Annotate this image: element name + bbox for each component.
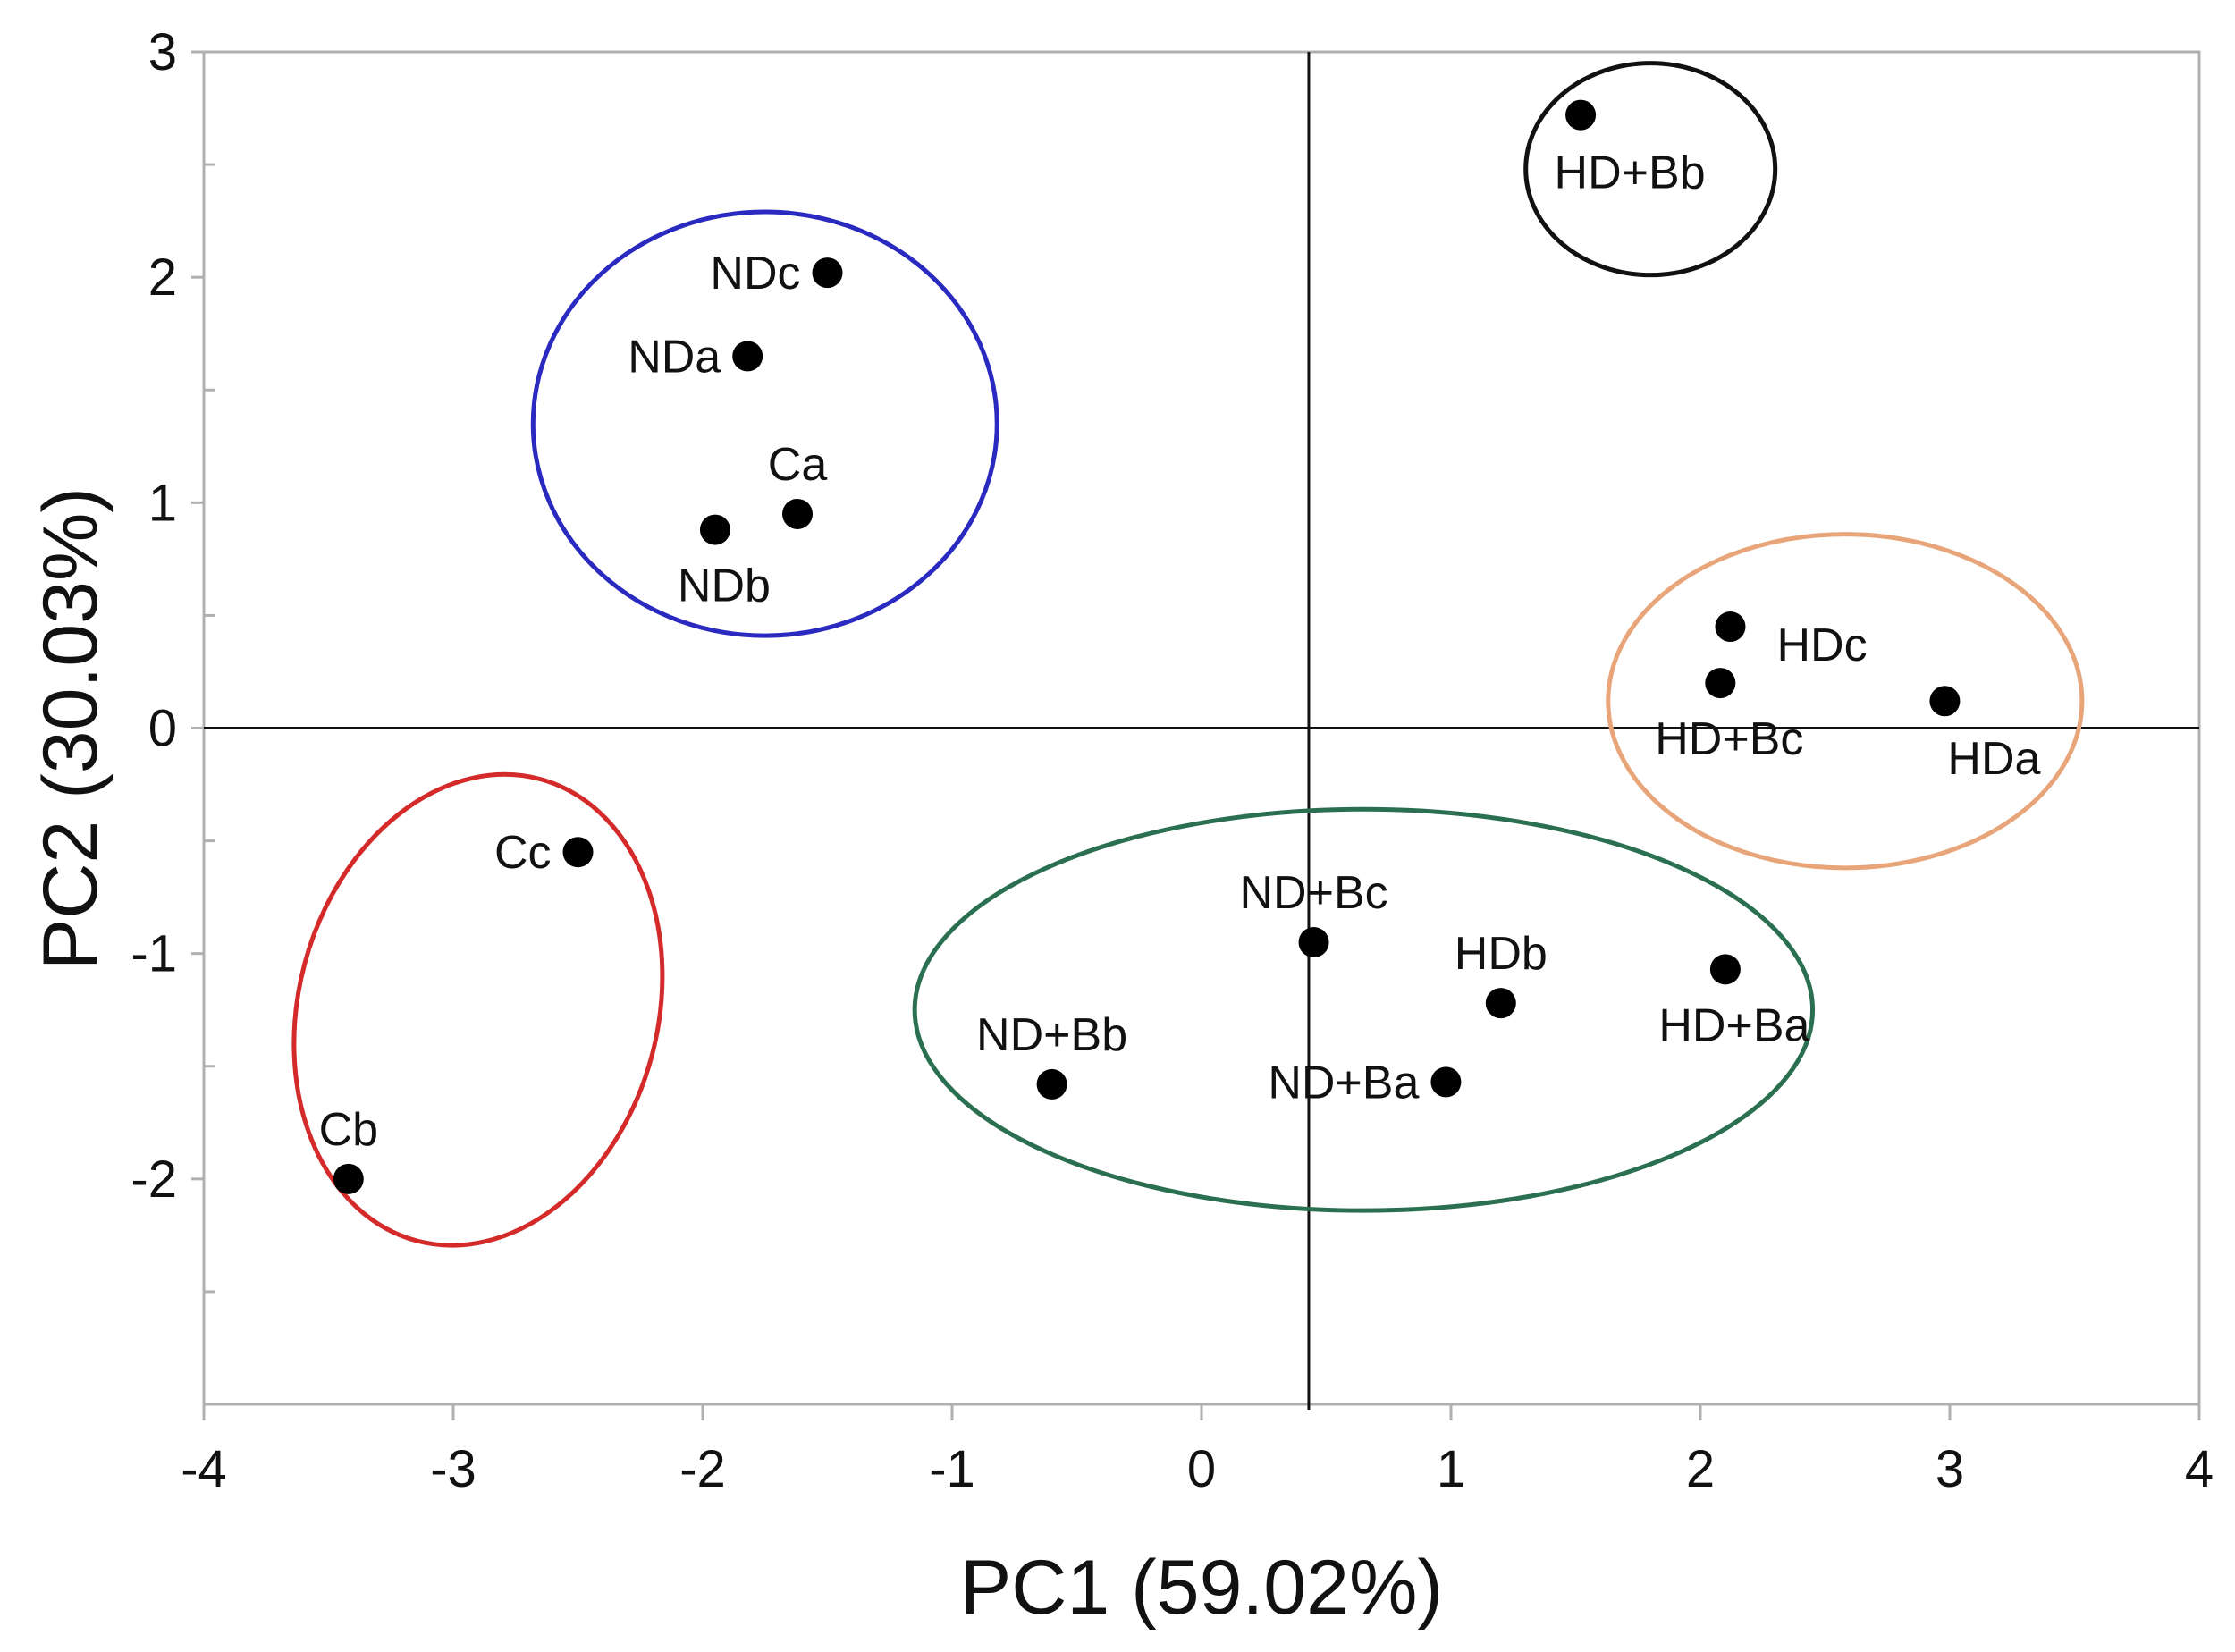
y-tick-label: -2 xyxy=(131,1150,177,1209)
group-ellipse xyxy=(291,771,665,1248)
data-point xyxy=(1565,99,1597,131)
x-tick-label: -4 xyxy=(181,1440,227,1498)
data-point xyxy=(1430,1066,1462,1098)
x-tick-label: -1 xyxy=(929,1440,975,1498)
y-tick-label: 3 xyxy=(148,23,177,81)
point-label: HDc xyxy=(1776,620,1867,671)
point-label: ND+Bb xyxy=(976,1009,1127,1061)
point-label: ND+Bc xyxy=(1239,867,1387,919)
x-tick-label: 3 xyxy=(1936,1440,1964,1498)
y-axis-title: PC2 (30.03%) xyxy=(28,487,114,970)
point-label: Cc xyxy=(494,827,552,879)
data-point xyxy=(732,341,763,372)
data-point xyxy=(1715,611,1746,643)
x-axis-title: PC1 (59.02%) xyxy=(960,1545,1443,1631)
point-label: HD+Ba xyxy=(1658,999,1809,1051)
data-point xyxy=(1485,988,1516,1019)
data-point xyxy=(1929,686,1961,717)
group-ellipse xyxy=(912,806,1816,1213)
group-ellipse xyxy=(1606,532,2085,871)
point-label: HDa xyxy=(1947,733,2040,785)
y-tick-label: -1 xyxy=(131,925,177,983)
data-points: NDc NDa Ca NDb HD+Bb HDc HD+Bc HDa Cc Cb ND+Bc HDb H… xyxy=(319,99,2041,1194)
data-point xyxy=(1036,1068,1067,1100)
point-label: NDc xyxy=(710,248,800,299)
data-point xyxy=(1705,668,1736,699)
x-tick-label: -2 xyxy=(679,1440,726,1498)
data-point xyxy=(333,1163,364,1194)
point-label: NDa xyxy=(628,331,721,383)
x-tick-label: -3 xyxy=(430,1440,477,1498)
data-point xyxy=(782,498,814,529)
point-label: NDb xyxy=(678,560,771,612)
data-point xyxy=(1298,927,1329,958)
data-point xyxy=(562,837,594,868)
point-label: HD+Bc xyxy=(1655,713,1803,765)
group-ellipse xyxy=(530,209,999,638)
data-point xyxy=(812,257,843,289)
group-ellipse xyxy=(1523,61,1778,278)
point-label: ND+Ba xyxy=(1268,1057,1419,1108)
y-minor-ticks xyxy=(204,163,215,1294)
x-tick-label: 2 xyxy=(1686,1440,1715,1498)
x-tick-label: 1 xyxy=(1437,1440,1465,1498)
group-ellipses xyxy=(291,61,2085,1248)
data-point xyxy=(1709,954,1741,985)
y-tick-label: 2 xyxy=(148,249,177,307)
y-ticks: -2 -1 0 1 2 3 xyxy=(131,23,204,1209)
y-tick-label: 1 xyxy=(148,474,177,532)
y-tick-label: 0 xyxy=(148,700,177,758)
data-point xyxy=(699,514,730,545)
reference-lines xyxy=(204,52,2199,1410)
x-ticks: -4 -3 -2 -1 0 1 2 3 4 xyxy=(181,1404,2214,1498)
point-label: HDb xyxy=(1455,928,1548,980)
point-label: Cb xyxy=(319,1104,378,1156)
point-label: Ca xyxy=(768,439,828,491)
point-label: HD+Bb xyxy=(1555,148,1706,199)
x-tick-label: 0 xyxy=(1187,1440,1216,1498)
x-tick-label: 4 xyxy=(2185,1440,2214,1498)
